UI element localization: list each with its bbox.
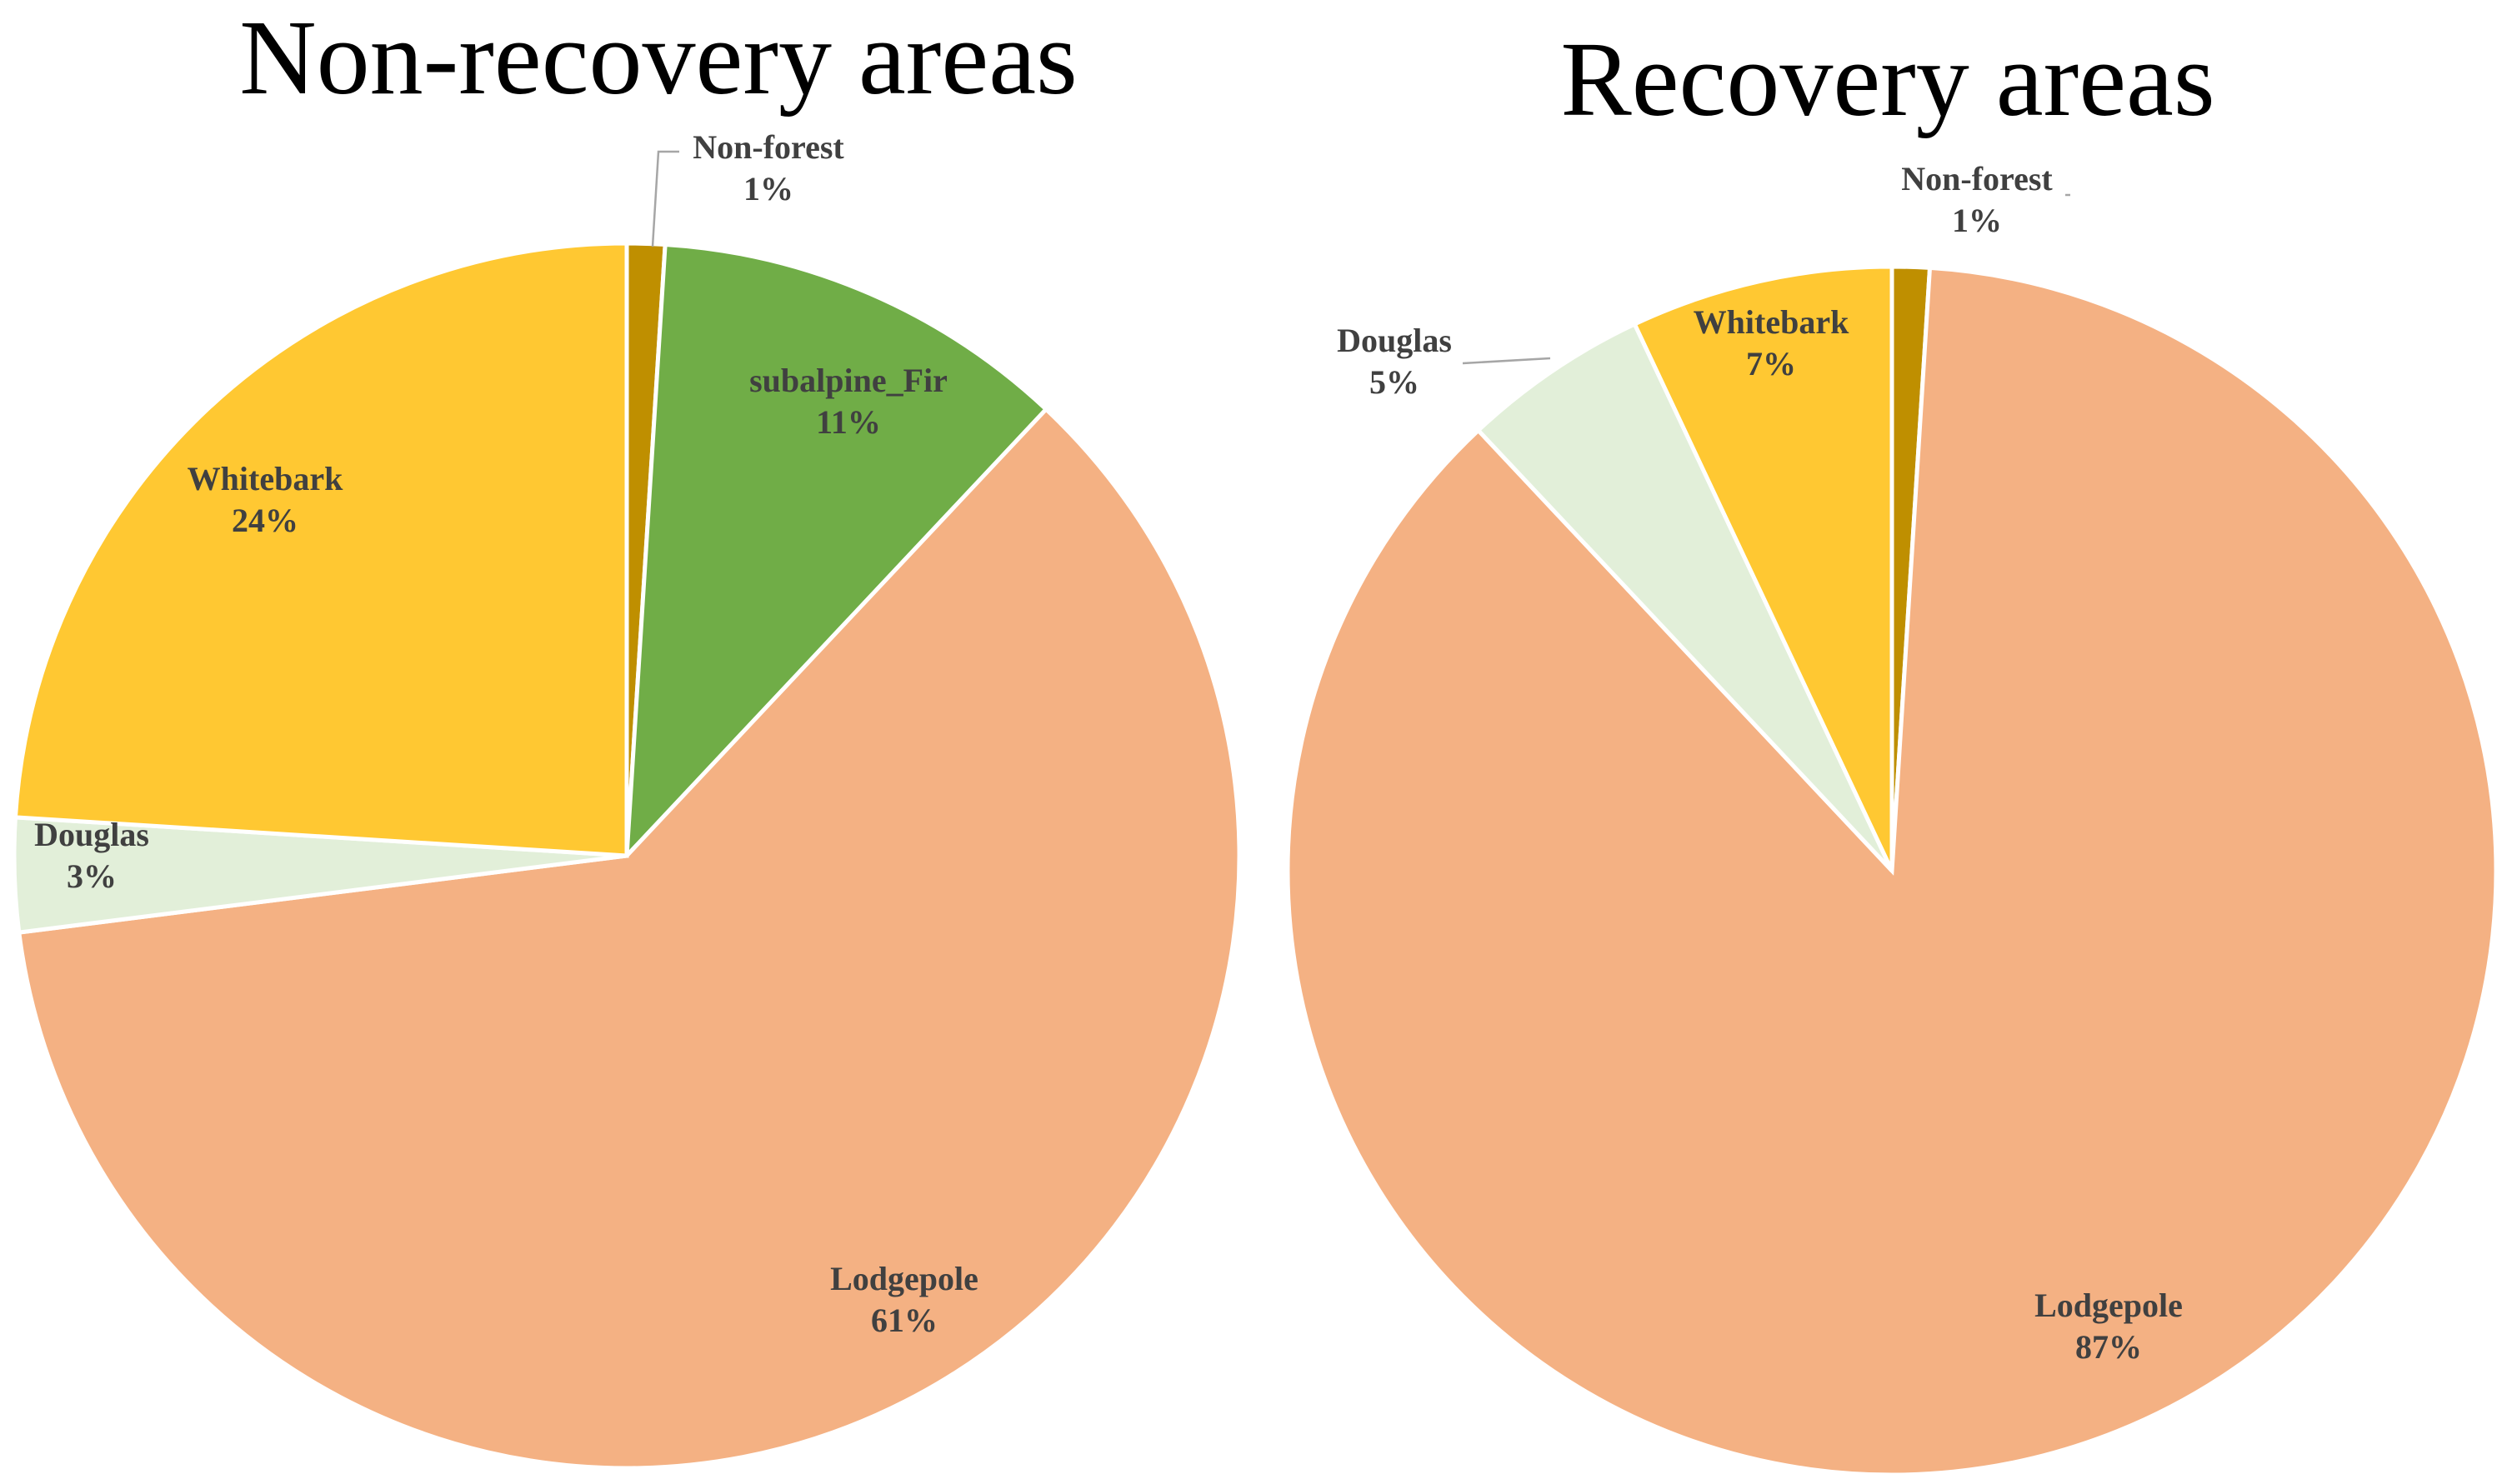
leader-line-non-forest [651,150,679,247]
slice-value-lodgepole: 61% [871,1302,938,1339]
slice-value-non-forest: 1% [743,170,793,207]
slice-subalpine-fir [624,242,1049,862]
pie-chart-recovery: Recovery areas Non-forest 1% Lodgepole 87% D… [1285,20,2499,1477]
leader-lines [651,150,679,247]
slice-labels: Non-forest 1% subalpine_Fir 11% Lodgepole 61%… [34,128,978,1339]
chart-title: Recovery areas [1560,20,2214,138]
slice-value-lodgepole: 87% [2075,1328,2142,1366]
slice-value-douglas: 3% [67,857,117,895]
slice-lodgepole [1285,265,2499,1477]
slice-label-non-forest: Non-forest [693,128,844,166]
slice-label-non-forest: Non-forest [1901,160,2053,197]
slice-label-whitebark: Whitebark [1694,303,1849,341]
slice-label-lodgepole: Lodgepole [2034,1287,2183,1324]
slice-value-non-forest: 1% [1952,202,2002,239]
slice-lodgepole [17,406,1242,1471]
slice-douglas [1475,321,1894,872]
slice-labels: Non-forest 1% Lodgepole 87% Douglas 5% Whiteba… [1337,160,2183,1366]
slices [12,241,1242,1471]
slice-label-lodgepole: Lodgepole [830,1260,978,1297]
slice-label-subalpine-fir: subalpine_Fir [749,362,948,399]
slice-whitebark [1631,264,1894,872]
slice-value-douglas: 5% [1369,363,1419,401]
chart-title: Non-recovery areas [239,0,1078,117]
slice-whitebark [13,241,629,858]
leader-line-douglas [1462,357,1551,365]
slice-label-douglas: Douglas [34,816,149,853]
slice-label-whitebark: Whitebark [188,460,343,497]
slice-value-subalpine-fir: 11% [816,403,881,441]
pie-chart-non-recovery: Non-recovery areas Non-forest 1% subalpine… [12,0,1242,1471]
slice-label-douglas: Douglas [1337,322,1452,359]
slice-value-whitebark: 24% [232,502,298,539]
leader-lines [1462,193,2070,365]
slices [1285,264,2499,1477]
slice-value-whitebark: 7% [1746,345,1796,382]
